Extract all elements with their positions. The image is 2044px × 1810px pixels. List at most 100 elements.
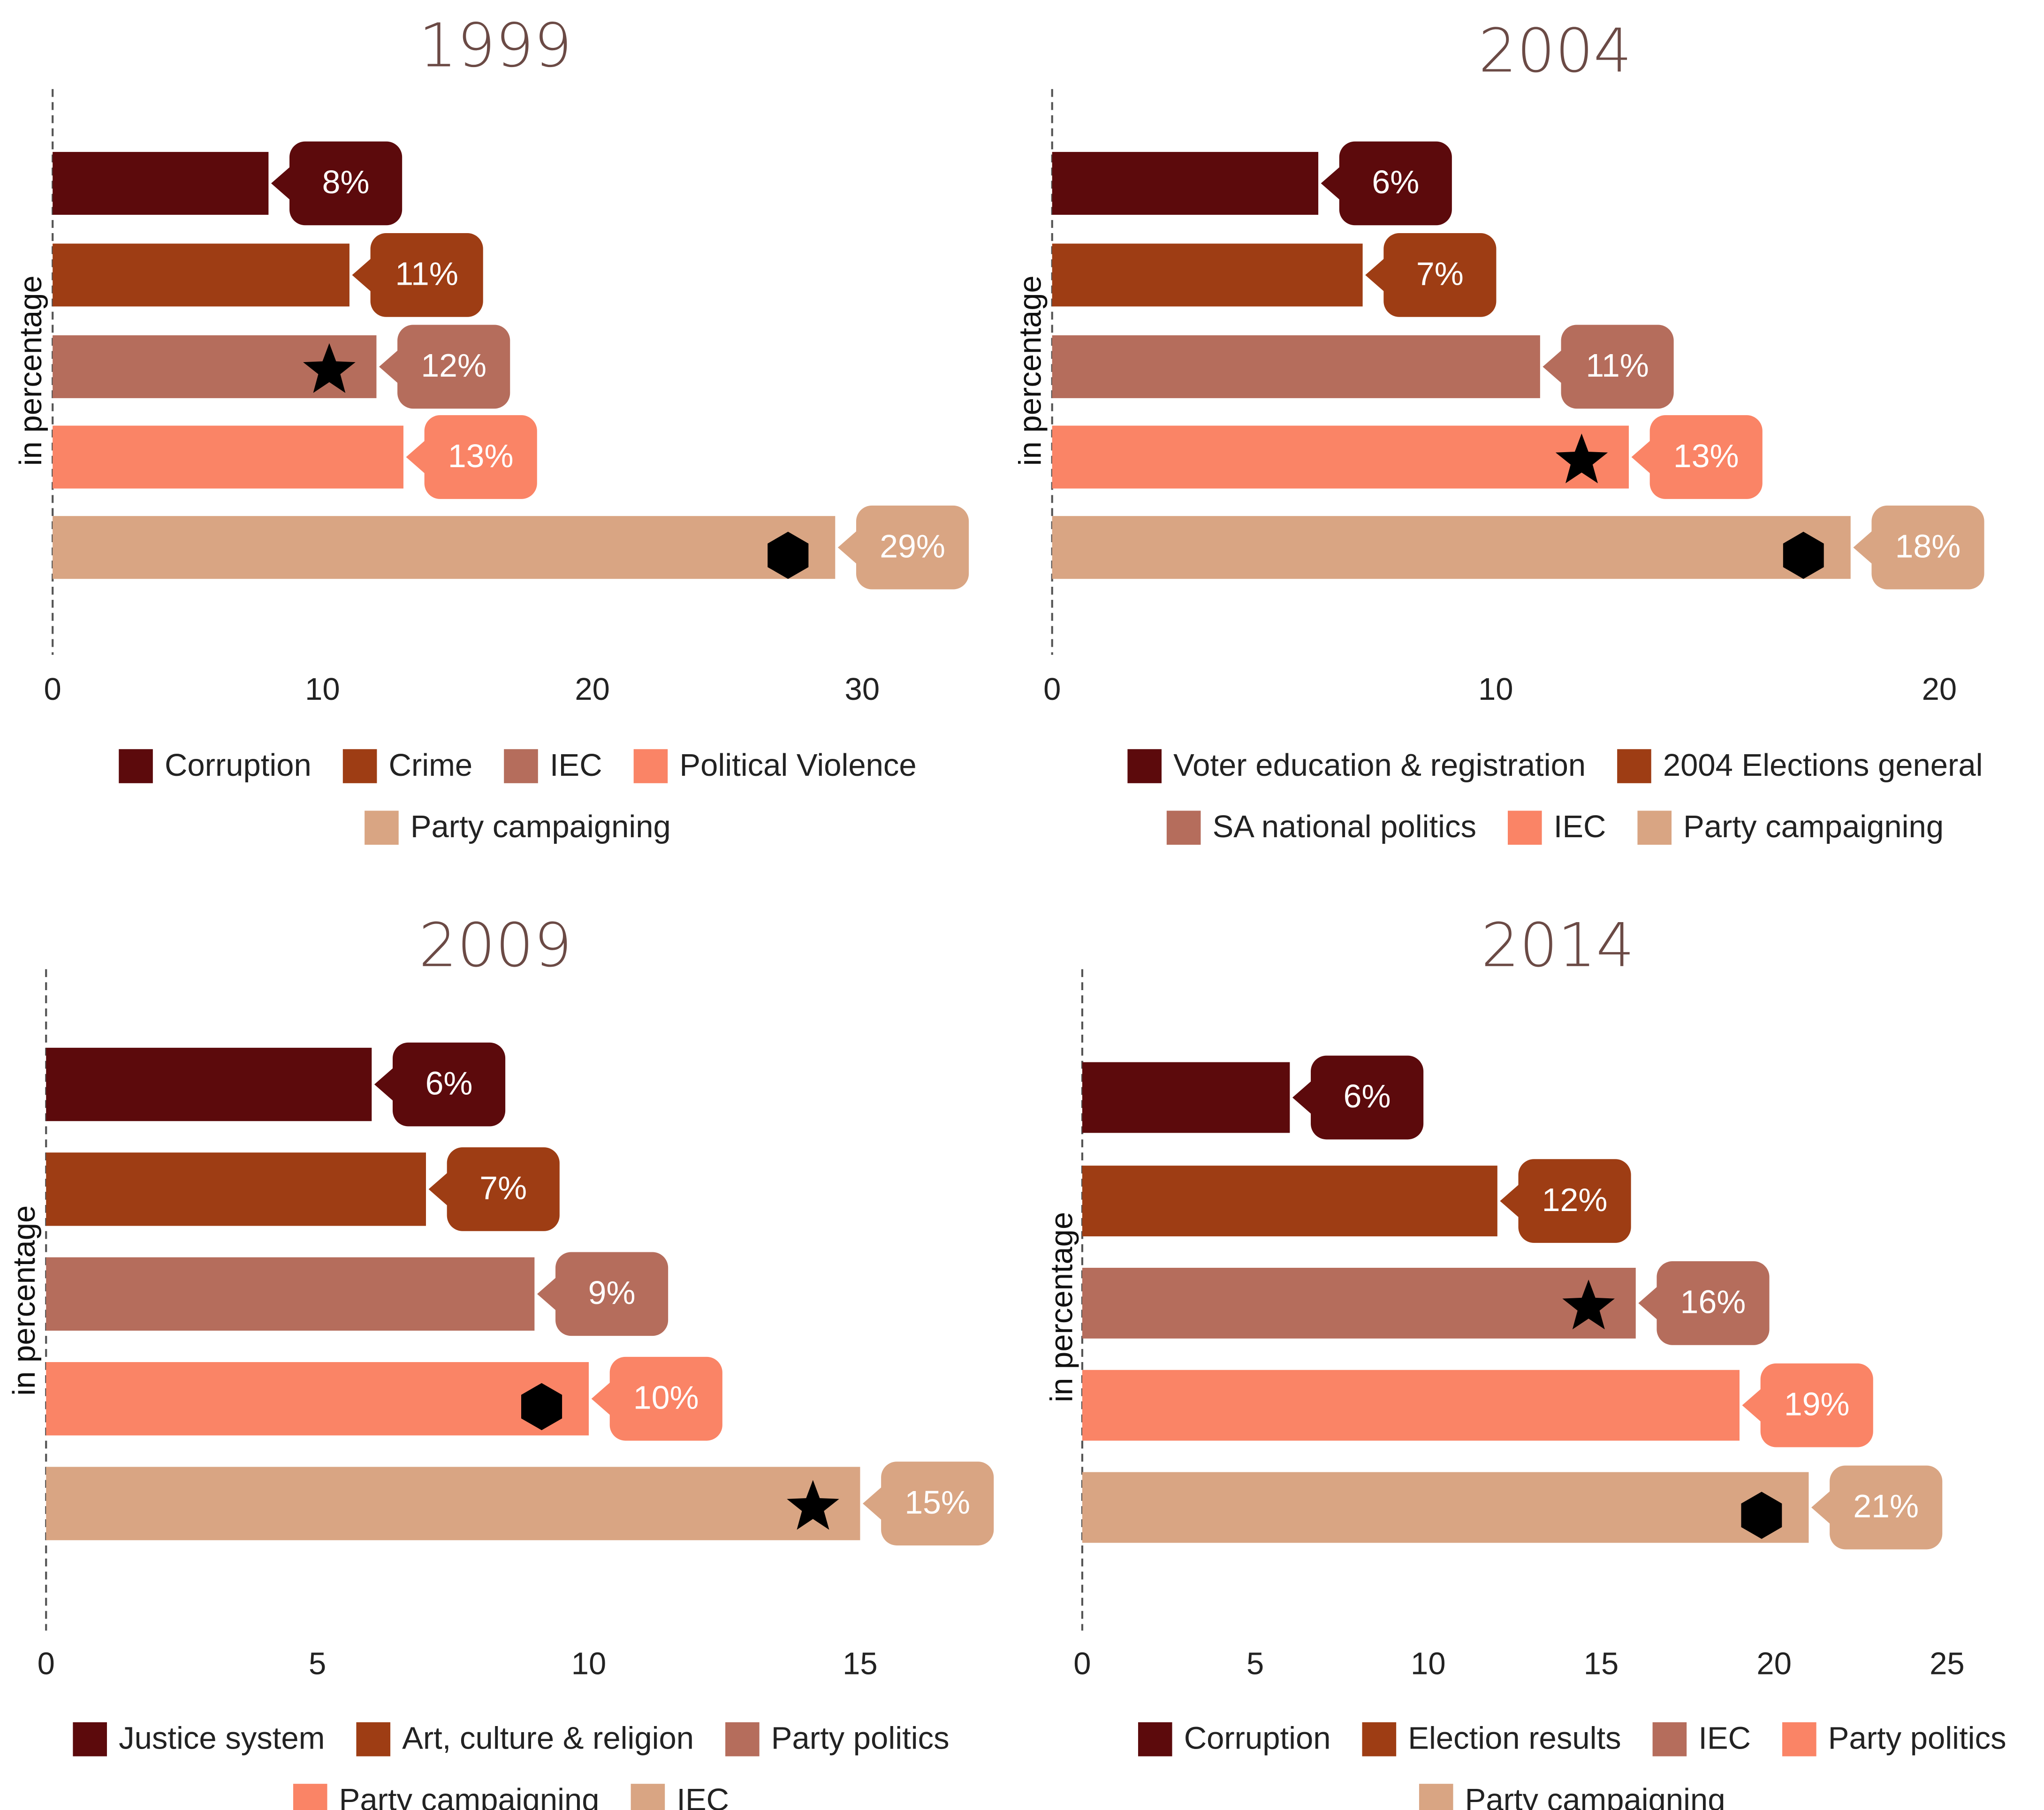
legend-label: Voter education & registration — [1173, 748, 1586, 783]
value-label-box — [1383, 233, 1497, 317]
legend-swatch — [365, 810, 399, 845]
legend-label: Party politics — [1828, 1721, 2006, 1756]
value-label: 18% — [1895, 528, 1961, 564]
legend-swatch — [1419, 1784, 1453, 1810]
bar — [53, 425, 403, 489]
x-tick-label: 10 — [1478, 672, 1513, 707]
value-label: 11% — [395, 256, 458, 292]
x-tick-label: 10 — [1411, 1646, 1446, 1681]
legend-row: Voter education & registration 2004 Elect… — [1127, 748, 1983, 783]
value-label: 13% — [448, 438, 514, 474]
star-marker — [303, 343, 356, 393]
value-label-box — [289, 141, 403, 226]
x-tick-label: 15 — [1584, 1646, 1619, 1681]
legend-swatch — [1782, 1722, 1816, 1757]
value-label-box — [1339, 141, 1452, 226]
value-label-bubble — [1811, 1489, 1832, 1526]
value-label: 7% — [479, 1170, 527, 1206]
x-tick-label: 30 — [845, 672, 880, 707]
value-label: 9% — [588, 1274, 636, 1311]
value-label-box — [555, 1252, 669, 1336]
bar — [46, 1467, 860, 1540]
legend-swatch — [1508, 810, 1542, 845]
x-tick-label: 0 — [44, 672, 61, 707]
value-label: 19% — [1784, 1386, 1850, 1422]
legend-label: Party campaigning — [1465, 1782, 1725, 1810]
value-label: 21% — [1853, 1488, 1919, 1524]
legend-swatch — [342, 749, 377, 783]
value-label-bubble — [1500, 1182, 1521, 1219]
x-tick-label: 15 — [843, 1646, 878, 1681]
x-tick-label: 20 — [1922, 672, 1957, 707]
legend-swatch — [725, 1722, 760, 1757]
legend-label: Corruption — [1184, 1721, 1331, 1756]
value-label: 11% — [1586, 347, 1649, 384]
hexagon-marker — [767, 531, 809, 579]
legend-row: Party campaigning IEC — [293, 1782, 729, 1810]
value-label-box — [1649, 415, 1763, 499]
legend-swatch — [356, 1722, 391, 1757]
legend-swatch — [1166, 810, 1201, 845]
value-label: 12% — [1542, 1181, 1608, 1218]
value-label-bubble — [1638, 1285, 1660, 1322]
legend-swatch — [1362, 1722, 1397, 1757]
y-axis-label: in percentage — [1044, 1212, 1079, 1402]
value-label-box — [856, 505, 969, 590]
value-label-box — [1518, 1159, 1631, 1243]
legend-swatch — [633, 749, 668, 783]
legend-swatch — [504, 749, 538, 783]
star-marker — [1555, 433, 1608, 484]
legend-label: Party politics — [771, 1721, 950, 1756]
legend-swatch — [1617, 749, 1651, 783]
value-label-bubble — [837, 529, 859, 566]
legend-row: SA national politics IEC Party campaigning — [1166, 809, 1944, 845]
x-tick-label: 0 — [38, 1646, 55, 1681]
x-tick-label: 5 — [309, 1646, 326, 1681]
value-label: 6% — [1344, 1078, 1391, 1114]
legend-swatch — [73, 1722, 107, 1757]
x-tick-label: 20 — [1756, 1646, 1792, 1681]
bar — [53, 516, 836, 579]
bar — [46, 1047, 372, 1121]
bar — [1052, 335, 1540, 398]
value-label-bubble — [1292, 1079, 1314, 1116]
value-label-bubble — [374, 1066, 395, 1103]
legend-label: Political Violence — [679, 748, 916, 783]
x-tick-label: 20 — [575, 672, 610, 707]
legend-label: SA national politics — [1213, 809, 1476, 844]
legend-label: IEC — [550, 748, 602, 783]
bar — [53, 151, 269, 215]
x-tick-label: 25 — [1930, 1646, 1965, 1681]
value-label-bubble — [537, 1275, 558, 1312]
value-label-bubble — [406, 439, 427, 476]
bar — [1052, 151, 1319, 215]
x-tick-label: 0 — [1043, 672, 1061, 707]
legend-row: Corruption Election results IEC Party polit… — [1138, 1721, 2006, 1757]
bar — [53, 243, 350, 307]
x-tick-label: 0 — [1073, 1646, 1091, 1681]
legend-row: Justice system Art, culture & religion Par… — [73, 1721, 950, 1757]
chart-title: 1999 — [419, 11, 572, 81]
value-label-bubble — [352, 257, 373, 294]
bar — [1082, 1166, 1497, 1236]
x-tick-label: 5 — [1246, 1646, 1264, 1681]
legend-label: Crime — [389, 748, 473, 783]
bar — [1052, 516, 1851, 579]
chart-title: 2004 — [1479, 16, 1632, 86]
legend-label: Party campaigning — [410, 809, 671, 844]
legend-label: IEC — [676, 1782, 729, 1810]
value-label-box — [397, 325, 510, 409]
legend-swatch — [119, 749, 153, 783]
value-label-bubble — [271, 165, 292, 202]
x-tick-label: 10 — [571, 1646, 607, 1681]
legend-label: Party campaigning — [339, 1782, 600, 1810]
star-marker — [1562, 1280, 1615, 1330]
legend-label: IEC — [1698, 1721, 1751, 1756]
hexagon-marker — [1783, 531, 1824, 579]
value-label-box — [609, 1356, 722, 1441]
value-label-bubble — [591, 1380, 613, 1417]
legend-row: Party campaigning — [1419, 1782, 1725, 1810]
value-label-bubble — [1321, 165, 1342, 202]
legend-swatch — [1127, 749, 1162, 783]
